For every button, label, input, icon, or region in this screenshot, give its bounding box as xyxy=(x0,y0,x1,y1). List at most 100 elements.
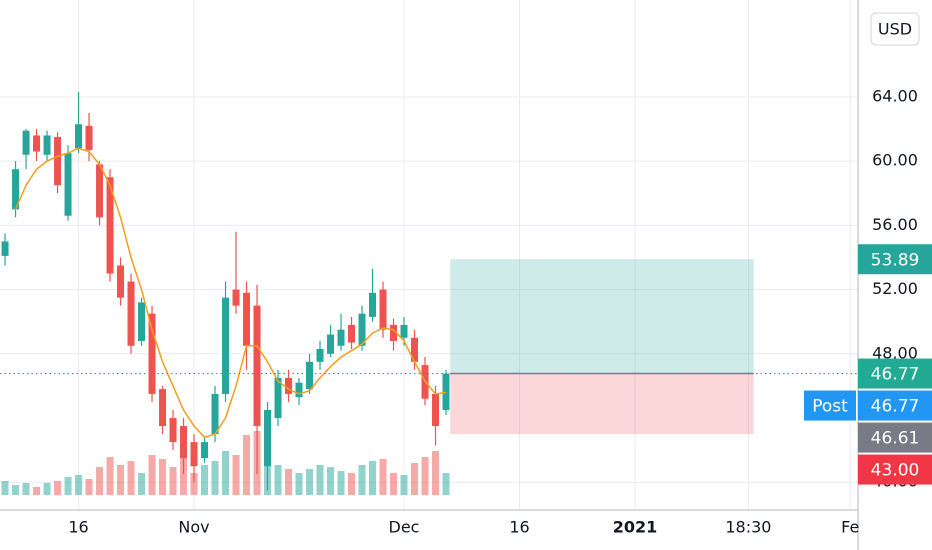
candle-body xyxy=(348,324,356,343)
candle-body xyxy=(390,324,398,341)
candle-body xyxy=(22,130,30,155)
candle-body xyxy=(138,302,146,341)
volume-bar xyxy=(211,461,219,495)
candle-body xyxy=(442,373,450,410)
volume-bar xyxy=(33,487,41,495)
loss-zone xyxy=(450,373,754,435)
candle-body xyxy=(400,324,408,338)
volume-bar xyxy=(85,479,93,495)
volume-bar xyxy=(43,483,51,495)
price-label: 53.89 xyxy=(871,250,920,270)
volume-bar xyxy=(442,473,450,495)
price-label: 46.61 xyxy=(871,429,920,449)
volume-bar xyxy=(411,463,419,495)
volume-bar xyxy=(274,465,282,495)
price-label: 43.00 xyxy=(871,461,920,481)
x-tick-label: 2021 xyxy=(613,518,658,537)
candle-body xyxy=(306,361,314,390)
profit-zone xyxy=(450,259,754,374)
candle-body xyxy=(180,426,188,459)
volume-bar xyxy=(64,477,72,495)
currency-label[interactable]: USD xyxy=(878,20,912,39)
candle-body xyxy=(358,313,366,346)
candle-body xyxy=(96,164,104,218)
y-tick-label: 52.00 xyxy=(872,279,918,298)
price-labels: 53.89 46.77 46.77 Post 46.61 43.00 xyxy=(804,244,932,485)
volume-bar xyxy=(400,475,408,495)
volume-bar xyxy=(138,473,146,495)
price-tag-box xyxy=(804,390,856,421)
x-tick-label: 16 xyxy=(68,518,88,537)
price-label-box xyxy=(858,390,932,421)
volume-bar xyxy=(96,467,104,495)
price-tag: Post xyxy=(812,397,848,417)
volume-bar xyxy=(222,451,230,495)
candle-body xyxy=(411,337,419,362)
candle-body xyxy=(117,265,125,298)
candle-body xyxy=(337,329,345,346)
candle-body xyxy=(64,153,72,216)
volume-bar xyxy=(243,435,251,495)
candle-body xyxy=(253,305,261,427)
y-tick-label: 48.00 xyxy=(872,343,918,362)
volume-bar xyxy=(1,481,9,495)
candle-body xyxy=(12,169,20,210)
currency-button[interactable] xyxy=(870,12,920,46)
volume-bar xyxy=(232,455,240,495)
grid xyxy=(0,0,858,510)
candle-body xyxy=(85,125,93,150)
price-label-box xyxy=(858,454,932,485)
candle-body xyxy=(274,377,282,419)
volume-bar xyxy=(295,473,303,495)
volume-bar xyxy=(369,461,377,495)
plot-area xyxy=(0,92,858,495)
x-tick-label: Fe xyxy=(841,518,859,537)
candle-body xyxy=(54,137,62,186)
volume-bar xyxy=(421,457,429,495)
volume-bar xyxy=(127,461,135,495)
candle-body xyxy=(432,393,440,427)
x-tick-label: Nov xyxy=(178,518,209,537)
price-label-box xyxy=(858,244,932,275)
candle-body xyxy=(1,241,9,256)
candle-body xyxy=(316,348,324,362)
candle-body xyxy=(148,313,156,394)
candle-body xyxy=(327,334,335,354)
x-tick-label: 16 xyxy=(509,518,529,537)
volume-bar xyxy=(75,475,83,495)
volume-bar xyxy=(169,467,177,495)
y-tick-label: 56.00 xyxy=(872,215,918,234)
volume-bar xyxy=(379,459,387,495)
y-tick-label: 60.00 xyxy=(872,151,918,170)
candle-body xyxy=(295,382,303,398)
volume-bar xyxy=(285,469,293,495)
candle-body xyxy=(190,442,198,467)
candle-body xyxy=(379,289,387,330)
price-label-box xyxy=(858,422,932,453)
y-tick-label: 64.00 xyxy=(872,86,918,105)
candle-body xyxy=(106,177,114,274)
price-label: 46.77 xyxy=(871,365,920,385)
volume-bar xyxy=(201,465,209,495)
candle-body xyxy=(369,292,377,317)
price-label-box xyxy=(858,358,932,389)
volume-bar xyxy=(22,483,30,495)
price-label: 46.77 xyxy=(871,397,920,417)
candle-body xyxy=(201,442,209,459)
volume-bar xyxy=(54,481,62,495)
volume-bar xyxy=(12,485,20,495)
candle-body xyxy=(75,124,83,149)
volume-bar xyxy=(306,469,314,495)
volume-bar xyxy=(159,459,167,495)
volume-bar xyxy=(190,473,198,495)
moving-average xyxy=(14,147,447,439)
candle-body xyxy=(211,393,219,435)
volume-bar xyxy=(358,465,366,495)
volume-bar xyxy=(148,455,156,495)
volume-bar xyxy=(117,465,125,495)
volume-bar xyxy=(348,473,356,495)
candle-body xyxy=(127,281,135,346)
candle-body xyxy=(285,377,293,394)
